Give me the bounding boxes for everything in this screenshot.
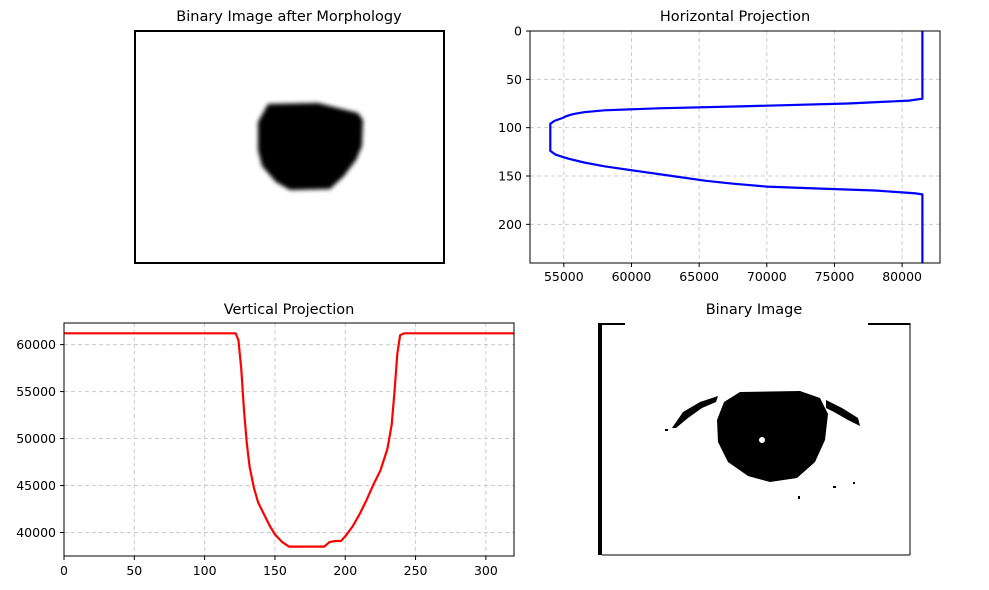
horizontal-x-tick-label: 60000 — [612, 269, 652, 284]
binary-panel: Binary Image — [598, 302, 911, 556]
vertical-x-tick-label: 100 — [193, 563, 217, 578]
horizontal-y-tick-label: 200 — [498, 217, 522, 232]
binary-left-border — [598, 323, 602, 555]
horizontal-y-tick-label: 50 — [506, 72, 522, 87]
vertical-y-tick-label: 45000 — [16, 478, 56, 493]
horizontal-x-tick-label: 80000 — [882, 269, 922, 284]
binary-glint — [759, 437, 765, 443]
binary-upper-lash-left — [672, 396, 718, 428]
vertical-y-tick-label: 60000 — [16, 337, 56, 352]
binary-speck — [853, 482, 855, 484]
vertical-y-tick-label: 50000 — [16, 431, 56, 446]
horizontal-x-tick-label: 65000 — [679, 269, 719, 284]
horizontal-y-tick-label: 100 — [498, 120, 522, 135]
vertical-x-tick-label: 300 — [474, 563, 498, 578]
binary-iris-blob — [717, 391, 828, 482]
vertical-y-tick-label: 55000 — [16, 384, 56, 399]
binary-upper-lash-right — [826, 400, 860, 426]
morph-title: Binary Image after Morphology — [176, 9, 402, 25]
binary-speck — [833, 486, 836, 488]
horizontal-x-tick-label: 55000 — [544, 269, 584, 284]
morph-panel: Binary Image after Morphology — [134, 9, 445, 264]
binary-title: Binary Image — [706, 302, 803, 318]
vertical-x-tick-label: 50 — [126, 563, 142, 578]
horizontal-projection-line — [549, 31, 924, 263]
horizontal-chart-title: Horizontal Projection — [660, 9, 810, 25]
vertical-y-tick-label: 40000 — [16, 525, 56, 540]
binary-speck — [665, 429, 668, 431]
vertical-x-tick-label: 150 — [263, 563, 287, 578]
vertical-axes-frame — [63, 322, 515, 557]
vertical-x-tick-label: 250 — [404, 563, 428, 578]
horizontal-axes-frame — [529, 30, 941, 264]
morph-image-frame — [134, 30, 445, 264]
vertical-x-tick-label: 0 — [60, 563, 68, 578]
horizontal-x-tick-label: 70000 — [747, 269, 787, 284]
morph-pupil-blob — [258, 103, 363, 190]
vertical-chart-title: Vertical Projection — [224, 302, 355, 318]
horizontal-y-tick-label: 0 — [514, 24, 522, 39]
horizontal-y-tick-label: 150 — [498, 169, 522, 184]
vertical-projection-line — [64, 332, 514, 548]
vertical-projection-chart: Vertical Projection 0 50 100 150 200 250 300 40… — [16, 302, 515, 578]
horizontal-projection-chart: Horizontal Projection 55000 60000 65000 700… — [498, 9, 941, 284]
horizontal-x-tick-label: 75000 — [815, 269, 855, 284]
binary-speck — [798, 496, 800, 499]
vertical-x-tick-label: 200 — [333, 563, 357, 578]
